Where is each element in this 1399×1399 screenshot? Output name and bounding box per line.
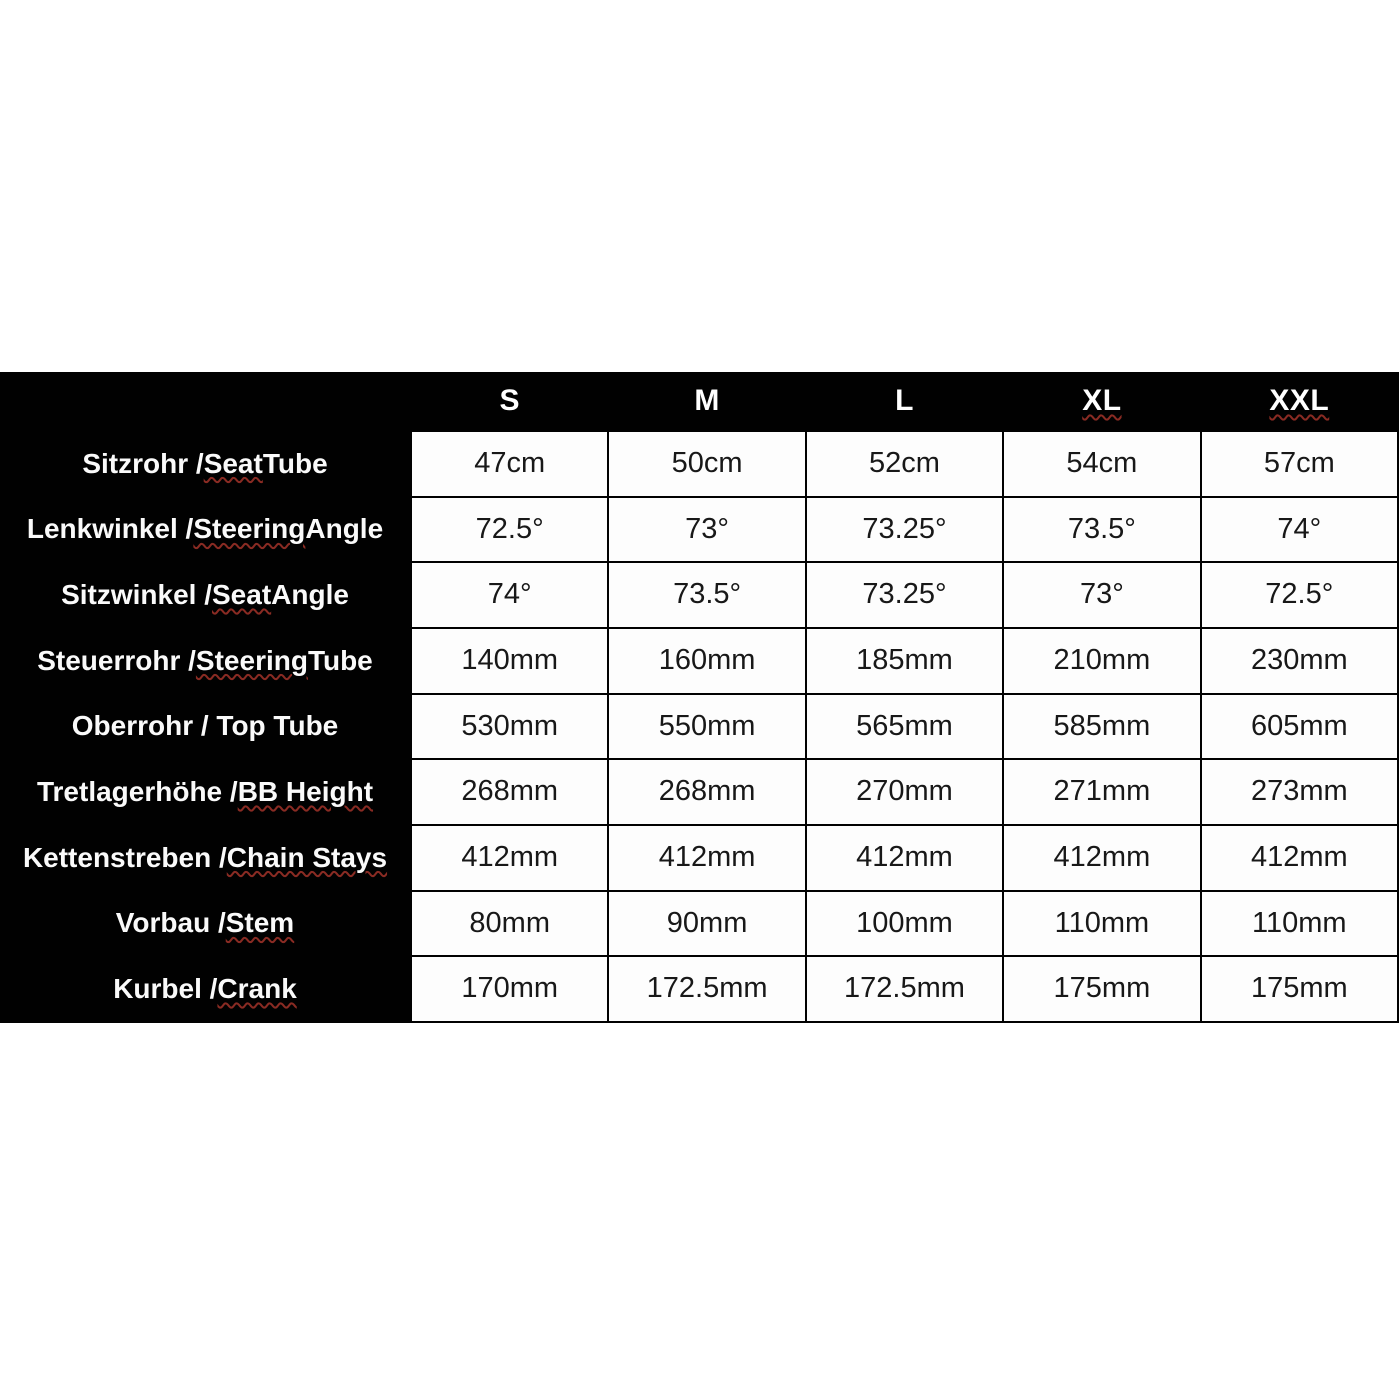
table-cell: 172.5mm (806, 957, 1003, 1021)
table-cell: 605mm (1201, 694, 1397, 759)
row-label: Kettenstreben / Chain Stays (0, 826, 410, 890)
table-cell: 268mm (609, 760, 805, 824)
table-cell: 73° (1004, 563, 1200, 627)
row-label: Vorbau / Stem (0, 891, 410, 956)
table-cell: 412mm (1004, 826, 1200, 890)
table-cell: 110mm (1004, 891, 1200, 956)
table-cell: 550mm (609, 694, 805, 759)
table-cell: 412mm (609, 826, 805, 890)
table-cell: 170mm (412, 957, 608, 1021)
spellcheck-underline: Crank (217, 973, 297, 1005)
column-header-m: M (609, 372, 805, 430)
table-cell: 72.5° (412, 497, 608, 562)
spellcheck-underline: Steering (193, 513, 306, 545)
table-cell: 160mm (609, 629, 805, 693)
table-cell: 57cm (1201, 432, 1397, 496)
row-label: Tretlagerhöhe / BB Height (0, 760, 410, 824)
spellcheck-underline: Chain Stays (226, 841, 388, 873)
table-cell: 110mm (1201, 891, 1397, 956)
table-cell: 47cm (412, 432, 608, 496)
column-header-l: L (806, 372, 1003, 430)
spellcheck-underline: Seat (203, 447, 263, 479)
row-label: Lenkwinkel / Steering Angle (0, 497, 410, 562)
table-cell: 172.5mm (609, 957, 805, 1021)
table-cell: 412mm (806, 826, 1003, 890)
table-cell: 72.5° (1201, 563, 1397, 627)
table-cell: 270mm (806, 760, 1003, 824)
spellcheck-underline: XL (1082, 383, 1122, 417)
table-cell: 175mm (1201, 957, 1397, 1021)
table-cell: 530mm (412, 694, 608, 759)
table-cell: 412mm (1201, 826, 1397, 890)
table-cell: 80mm (412, 891, 608, 956)
table-cell: 52cm (806, 432, 1003, 496)
geometry-table: S M L XL XXL Sitzrohr / Seat Tube 47cm 50cm 52cm… (0, 372, 1399, 1023)
column-header-xl: XL (1004, 372, 1200, 430)
table-cell: 73.25° (806, 497, 1003, 562)
table-cell: 50cm (609, 432, 805, 496)
table-cell: 74° (1201, 497, 1397, 562)
table-cell: 54cm (1004, 432, 1200, 496)
table-cell: 74° (412, 563, 608, 627)
spellcheck-underline: BB Height (237, 776, 374, 808)
row-label: Sitzwinkel / Seat Angle (0, 563, 410, 627)
table-cell: 185mm (806, 629, 1003, 693)
table-cell: 90mm (609, 891, 805, 956)
column-header-s: S (412, 372, 608, 430)
column-header-xxl: XXL (1201, 372, 1397, 430)
spellcheck-underline: Stem (225, 907, 295, 939)
table-cell: 175mm (1004, 957, 1200, 1021)
row-label: Steuerrohr / Steering Tube (0, 629, 410, 693)
row-label: Oberrohr / Top Tube (0, 694, 410, 759)
table-cell: 140mm (412, 629, 608, 693)
table-cell: 73.25° (806, 563, 1003, 627)
table-cell: 273mm (1201, 760, 1397, 824)
table-cell: 271mm (1004, 760, 1200, 824)
table-cell: 210mm (1004, 629, 1200, 693)
table-cell: 268mm (412, 760, 608, 824)
table-cell: 100mm (806, 891, 1003, 956)
table-cell: 412mm (412, 826, 608, 890)
row-label: Kurbel / Crank (0, 957, 410, 1021)
row-label: Sitzrohr / Seat Tube (0, 432, 410, 496)
table-cell: 73.5° (1004, 497, 1200, 562)
table-cell: 585mm (1004, 694, 1200, 759)
spellcheck-underline: XXL (1269, 383, 1330, 417)
table-corner-cell (0, 372, 410, 430)
spellcheck-underline: Steering (195, 644, 308, 676)
table-cell: 73.5° (609, 563, 805, 627)
table-cell: 230mm (1201, 629, 1397, 693)
table-cell: 73° (609, 497, 805, 562)
spellcheck-underline: Seat (212, 579, 272, 611)
table-cell: 565mm (806, 694, 1003, 759)
